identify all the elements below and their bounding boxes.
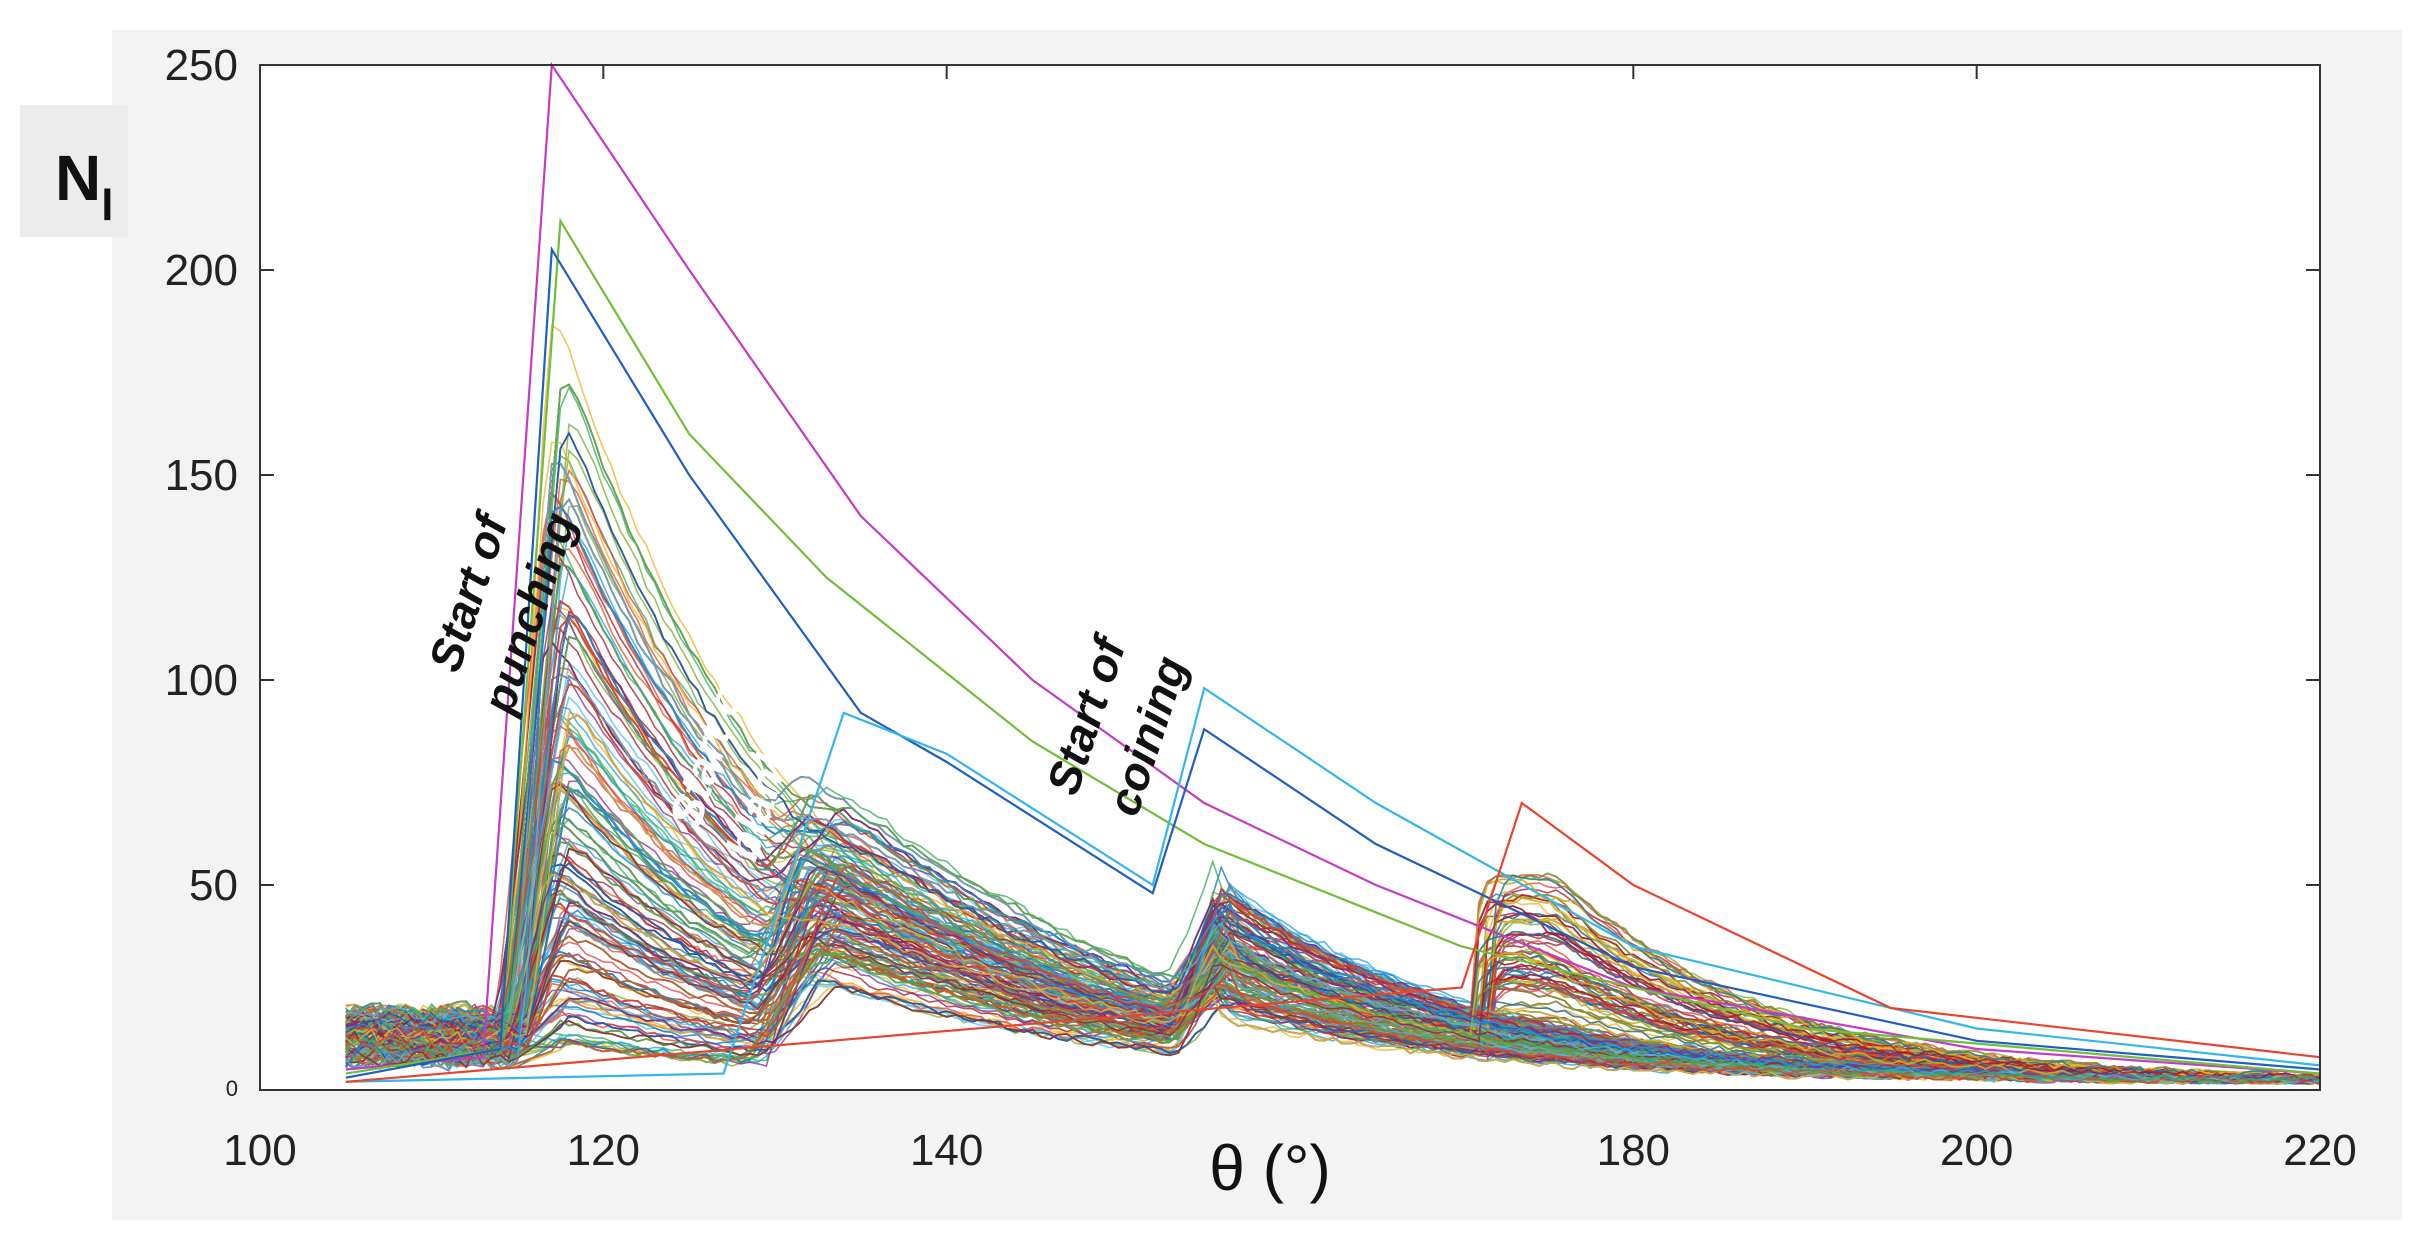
y-tick-label: 0 — [226, 1076, 238, 1101]
y-axis-label-subscript: l — [101, 181, 113, 230]
y-tick-label: 50 — [189, 861, 238, 910]
envelope-series — [345, 61, 2321, 1083]
band-series-line — [345, 912, 2321, 1082]
band-series-line — [345, 683, 2321, 1083]
band-series-line — [345, 383, 2321, 1083]
band-series-line — [345, 505, 2321, 1083]
band-series-line — [345, 498, 2321, 1084]
x-axis-ticks: 100 120 140 180 200 220 — [223, 65, 2357, 1175]
band-series-line — [345, 866, 2321, 1084]
x-tick-label: 180 — [1597, 1126, 1670, 1175]
x-tick-label: 220 — [2283, 1126, 2356, 1175]
envelope-series-line — [345, 245, 2321, 1079]
y-axis-ticks: 0 50 100 150 200 250 — [165, 41, 2320, 1101]
envelope-series-line — [345, 801, 2321, 1083]
band-series-line — [345, 883, 2321, 1079]
envelope-series-line — [345, 217, 2321, 1075]
y-tick-label: 150 — [165, 451, 238, 500]
band-series-line — [345, 462, 2321, 1085]
plot-frame — [259, 64, 2321, 1091]
band-series-line — [345, 944, 2321, 1084]
y-axis-label: Nl — [55, 142, 113, 230]
band-series-line — [345, 675, 2321, 1084]
envelope-series-line — [345, 686, 2321, 1083]
y-tick-label: 100 — [165, 656, 238, 705]
y-tick-label: 250 — [165, 41, 238, 90]
x-tick-label: 140 — [910, 1126, 983, 1175]
x-tick-label: 100 — [223, 1126, 296, 1175]
x-tick-label: 120 — [567, 1126, 640, 1175]
envelope-series-line — [345, 61, 2321, 1075]
y-axis-label-main: N — [55, 142, 101, 214]
series-band — [345, 323, 2321, 1086]
x-tick-label: 200 — [1940, 1126, 2013, 1175]
y-tick-label: 200 — [165, 246, 238, 295]
y-label-box — [20, 105, 128, 237]
x-axis-label: θ (°) — [1209, 1132, 1331, 1204]
